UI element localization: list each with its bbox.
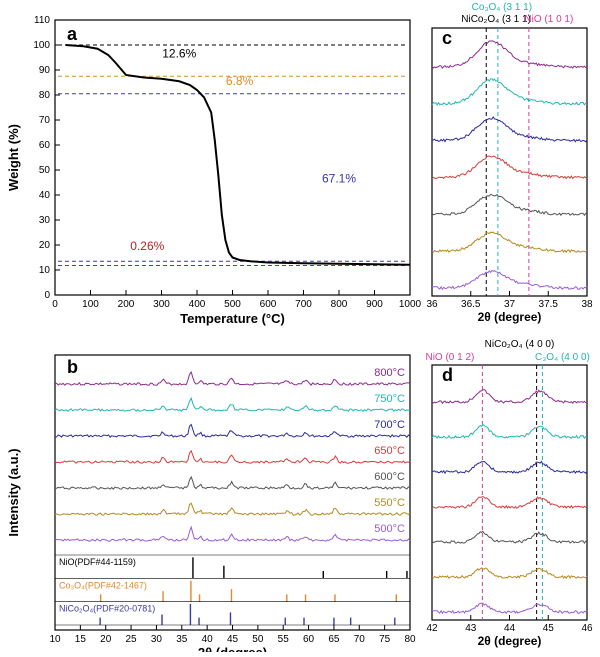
- xtick-label: 36.5: [461, 299, 481, 310]
- xlabel: 2θ (degree): [478, 634, 542, 648]
- annotation: 0.26%: [130, 239, 164, 253]
- ytick-label: 50: [39, 165, 51, 176]
- xtick-label: 1000: [399, 299, 422, 310]
- trace-label: 800°C: [374, 367, 405, 379]
- xtick-label: 42: [426, 623, 438, 634]
- xtick-label: 45: [227, 634, 239, 645]
- xtick-label: 65: [328, 634, 340, 645]
- xtick-label: 55: [278, 634, 290, 645]
- panel-label: b: [67, 357, 78, 377]
- panel-label: a: [67, 24, 78, 44]
- xtick-label: 75: [379, 634, 391, 645]
- ytick-label: 100: [33, 40, 50, 51]
- trace-label: 700°C: [374, 419, 405, 431]
- xtick-label: 30: [151, 634, 163, 645]
- vline-label: Co₃O₄ (3 1 1): [472, 2, 532, 13]
- panel-d: 42 43 44 45 46 2θ (degree) d NiCo₂O₄ (4 0 0) NiO…: [425, 339, 593, 648]
- xtick-label: 37: [504, 299, 516, 310]
- xtick-label: 700: [295, 299, 312, 310]
- xtick-label: 300: [153, 299, 170, 310]
- trace-label: 500°C: [374, 523, 405, 535]
- xtick-label: 20: [100, 634, 112, 645]
- ref-label: NiO(PDF#44-1159): [59, 557, 136, 567]
- xlabel: Temperature (°C): [180, 311, 285, 326]
- xlabel: 2θ (degree): [198, 645, 267, 652]
- xtick-label: 35: [176, 634, 188, 645]
- vline-label: C₃O₄ (4 0 0): [535, 352, 590, 363]
- xtick-label: 40: [202, 634, 214, 645]
- xtick-label: 70: [354, 634, 366, 645]
- xtick-label: 50: [252, 634, 264, 645]
- panel-label: c: [442, 28, 452, 48]
- annotation: 12.6%: [162, 47, 196, 61]
- ytick-label: 60: [39, 140, 51, 151]
- vline-label: NiO (0 1 2): [425, 352, 474, 363]
- ytick-label: 80: [39, 90, 51, 101]
- ylabel: Weight (%): [6, 124, 21, 191]
- xtick-label: 46: [581, 623, 593, 634]
- panel-b: 800°C 750°C 700°C 650°C 600°C 550°C 500°C NiO(P…: [6, 355, 416, 652]
- xtick-label: 200: [118, 299, 135, 310]
- vline-label: NiCo₂O₄ (4 0 0): [485, 339, 555, 350]
- ytick-label: 110: [34, 15, 50, 26]
- xtick-label: 15: [75, 634, 87, 645]
- panel-label: d: [442, 365, 453, 385]
- ylabel: Intensity (a.u.): [6, 448, 21, 536]
- xtick-label: 37.5: [539, 299, 559, 310]
- trace-label: 650°C: [374, 445, 405, 457]
- ytick-label: 20: [39, 240, 51, 251]
- xtick-label: 25: [126, 634, 138, 645]
- ytick-label: 30: [39, 215, 51, 226]
- ref-label: NiCo₂O₄(PDF#20-0781): [59, 604, 155, 614]
- xlabel: 2θ (degree): [478, 310, 542, 324]
- annotation: 6.8%: [226, 74, 254, 88]
- xtick-label: 45: [543, 623, 555, 634]
- annotation: 67.1%: [322, 172, 356, 186]
- xtick-label: 80: [404, 634, 416, 645]
- ref-label: Co₃O₄(PDF#42-1467): [59, 580, 147, 590]
- xtick-label: 36: [426, 299, 438, 310]
- panel-a: 0 100 200 300 400 500 600 700 800 900 1000 0 10 20 30 4…: [6, 15, 422, 326]
- xtick-label: 44: [504, 623, 516, 634]
- trace-label: 750°C: [374, 393, 405, 405]
- panel-c: 36 36.5 37 37.5 38 2θ (degree) c Co₃O₄ (3 1 1)N…: [426, 2, 593, 324]
- ytick-label: 40: [39, 190, 51, 201]
- vline-label: NiCo₂O₄ (3 1 1): [461, 14, 531, 25]
- xtick-label: 0: [52, 299, 58, 310]
- xtick-label: 500: [224, 299, 241, 310]
- xtick-label: 38: [581, 299, 593, 310]
- vline-label: NiO (1 0 1): [524, 14, 573, 25]
- ytick-label: 0: [44, 290, 50, 301]
- xtick-label: 800: [331, 299, 348, 310]
- figure-container: 0 100 200 300 400 500 600 700 800 900 1000 0 10 20 30 4…: [0, 0, 600, 652]
- ytick-label: 70: [39, 115, 51, 126]
- trace-label: 600°C: [374, 471, 405, 483]
- xtick-label: 100: [82, 299, 99, 310]
- xtick-label: 600: [260, 299, 277, 310]
- xtick-label: 10: [49, 634, 61, 645]
- xtick-label: 900: [366, 299, 383, 310]
- xtick-label: 43: [465, 623, 477, 634]
- trace-label: 550°C: [374, 497, 405, 509]
- xtick-label: 400: [189, 299, 206, 310]
- xtick-label: 60: [303, 634, 315, 645]
- ytick-label: 10: [39, 265, 51, 276]
- ytick-label: 90: [39, 65, 51, 76]
